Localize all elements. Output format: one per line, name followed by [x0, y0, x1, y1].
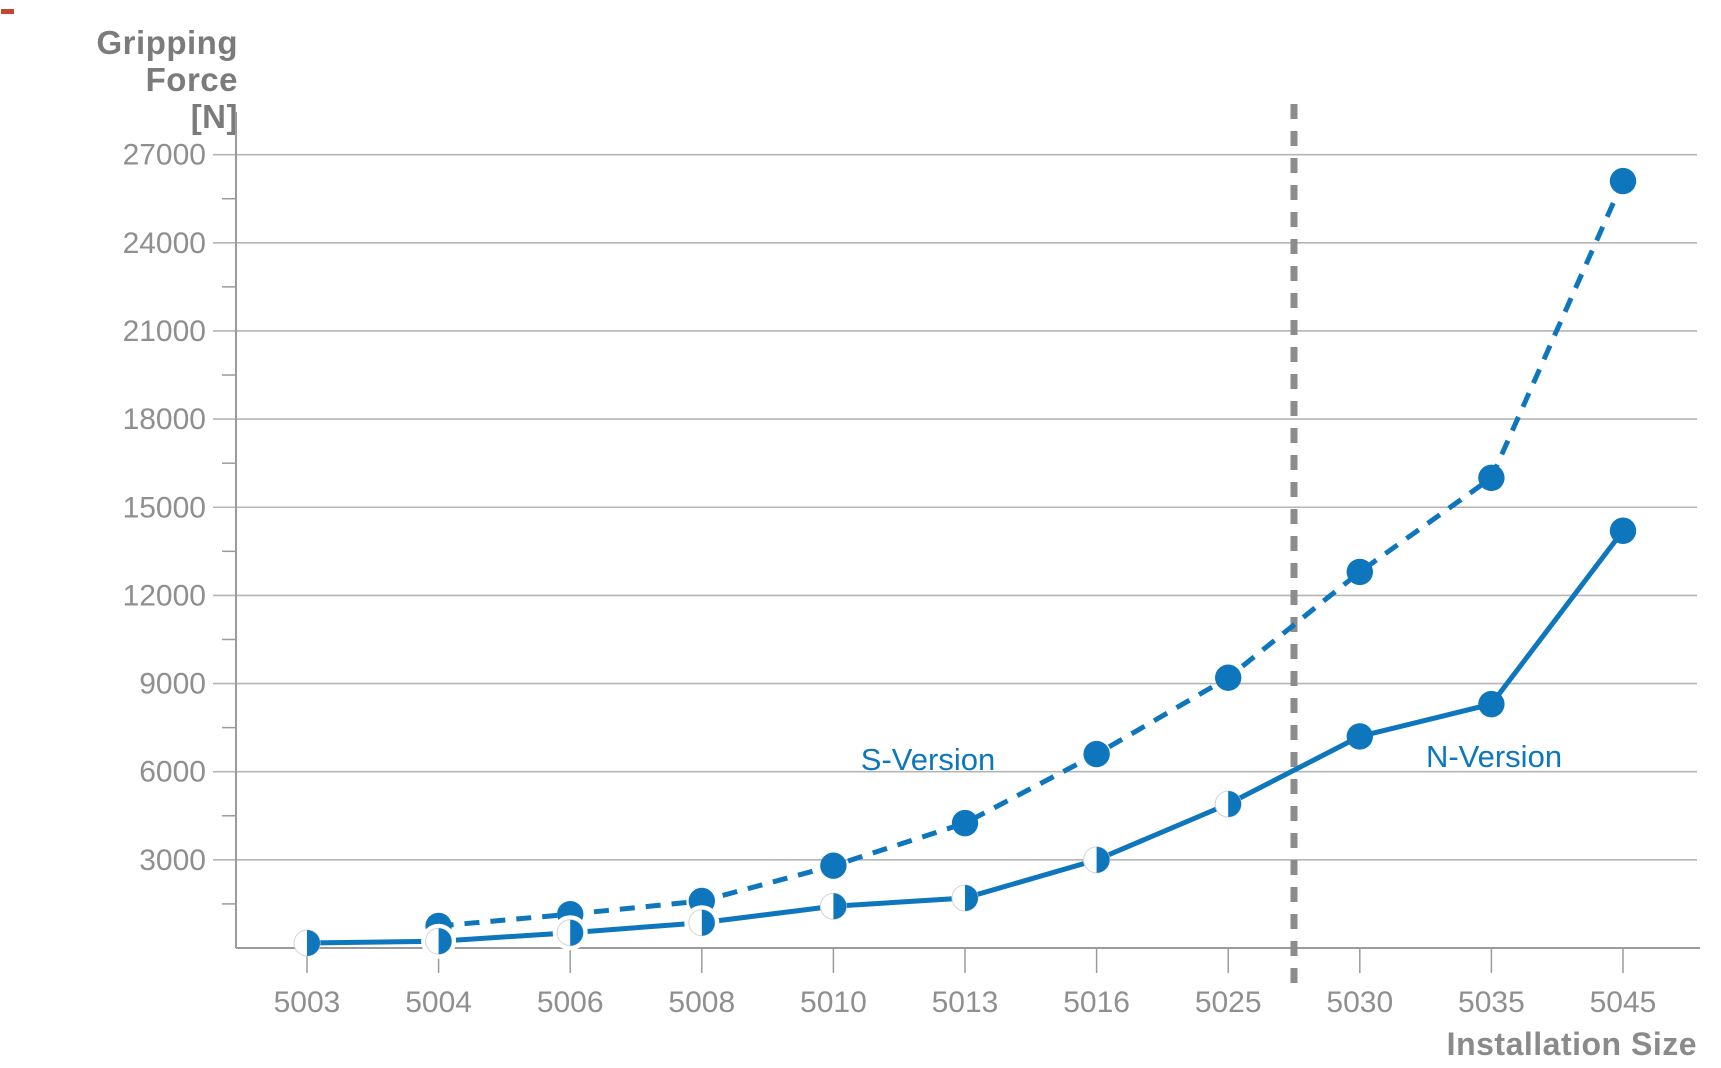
- marker-n-version-5013: [965, 885, 979, 912]
- y-tick-label-18000: 18000: [123, 403, 206, 436]
- y-axis-title-line2: [N]: [190, 98, 238, 135]
- marker-s-version-5010: [820, 852, 847, 879]
- browser-artifact-mark: [1, 9, 14, 14]
- marker-s-version-5030: [1346, 558, 1374, 586]
- marker-n-version-5003: [307, 930, 320, 957]
- y-axis-title-line1: Gripping Force: [96, 24, 238, 98]
- x-tick-label-5004: 5004: [405, 986, 472, 1019]
- marker-n-version-5025: [1228, 791, 1242, 818]
- y-tick-label-3000: 3000: [139, 844, 206, 877]
- x-tick-label-5016: 5016: [1063, 986, 1130, 1019]
- marker-s-version-5013: [951, 809, 979, 837]
- y-tick-label-21000: 21000: [123, 315, 206, 348]
- marker-s-version-5035: [1478, 464, 1505, 492]
- series-label-s-version: S-Version: [860, 742, 996, 777]
- x-tick-label-5030: 5030: [1326, 986, 1393, 1019]
- marker-n-version-5035: [1478, 690, 1505, 718]
- marker-n-version-5004: [438, 928, 452, 955]
- marker-n-version-5030: [1346, 723, 1374, 750]
- x-tick-label-5006: 5006: [537, 986, 604, 1019]
- marker-n-version-5006: [570, 919, 584, 946]
- y-tick-label-15000: 15000: [123, 491, 206, 524]
- x-tick-label-5008: 5008: [668, 986, 735, 1019]
- marker-n-version-5008: [701, 909, 715, 936]
- x-tick-label-5045: 5045: [1590, 986, 1657, 1019]
- x-tick-label-5003: 5003: [274, 986, 341, 1019]
- line-n-version: [306, 529, 1625, 946]
- y-tick-label-9000: 9000: [139, 668, 206, 701]
- line-s-version: [438, 180, 1626, 929]
- marker-n-version-5010: [833, 893, 847, 920]
- y-tick-label-27000: 27000: [123, 139, 206, 172]
- marker-s-version-5025: [1215, 664, 1242, 691]
- marker-n-version-5045: [1609, 517, 1637, 544]
- marker-s-version-5045: [1609, 167, 1637, 195]
- y-tick-label-24000: 24000: [123, 227, 206, 260]
- y-axis-title: Gripping Force [N]: [0, 24, 238, 135]
- series-label-n-version: N-Version: [1425, 739, 1563, 774]
- x-tick-label-5025: 5025: [1195, 986, 1262, 1019]
- x-axis-title: Installation Size: [1446, 1026, 1697, 1062]
- marker-s-version-5016: [1083, 740, 1110, 768]
- x-tick-label-5013: 5013: [932, 986, 999, 1019]
- x-tick-label-5035: 5035: [1458, 986, 1525, 1019]
- y-tick-label-6000: 6000: [139, 756, 206, 789]
- x-tick-label-5010: 5010: [800, 986, 867, 1019]
- marker-n-version-5016: [1096, 846, 1110, 873]
- y-tick-label-12000: 12000: [123, 579, 206, 612]
